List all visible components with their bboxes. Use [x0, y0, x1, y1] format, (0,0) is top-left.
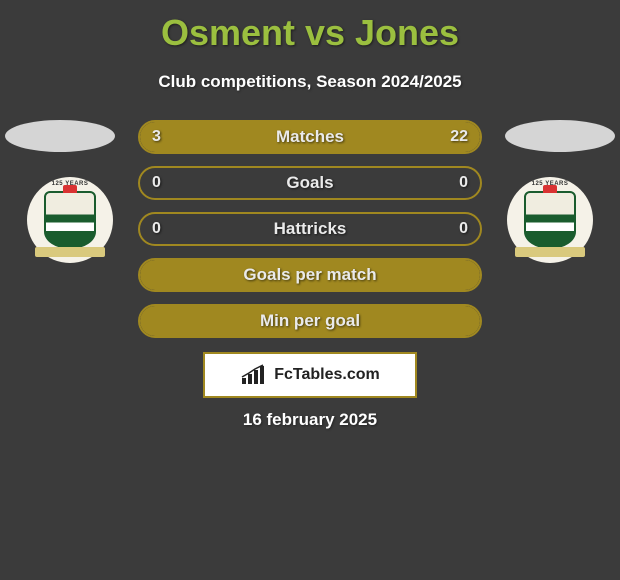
stat-val-right: 22	[450, 128, 468, 146]
stat-row-goals: 0 Goals 0	[138, 166, 482, 200]
chart-icon	[240, 364, 268, 386]
stat-row-goals-per-match: Goals per match	[138, 258, 482, 292]
stat-label: Min per goal	[140, 311, 480, 331]
site-logo[interactable]: FcTables.com	[203, 352, 417, 398]
player-left-avatar	[5, 120, 115, 152]
stat-label: Hattricks	[140, 219, 480, 239]
stat-row-min-per-goal: Min per goal	[138, 304, 482, 338]
page-title: Osment vs Jones	[0, 0, 620, 54]
stat-row-hattricks: 0 Hattricks 0	[138, 212, 482, 246]
date-text: 16 february 2025	[0, 410, 620, 430]
stat-row-matches: 3 Matches 22	[138, 120, 482, 154]
logo-text: FcTables.com	[274, 366, 380, 384]
club-badge-left: 125 YEARS	[20, 175, 120, 265]
stat-val-right: 0	[459, 220, 468, 238]
stat-label: Goals per match	[140, 265, 480, 285]
club-badge-right: 125 YEARS	[500, 175, 600, 265]
stats-container: 3 Matches 22 0 Goals 0 0 Hattricks 0 Goa…	[138, 120, 482, 350]
stat-label: Matches	[140, 127, 480, 147]
stat-val-right: 0	[459, 174, 468, 192]
stat-label: Goals	[140, 173, 480, 193]
player-right-avatar	[505, 120, 615, 152]
subtitle: Club competitions, Season 2024/2025	[0, 72, 620, 92]
